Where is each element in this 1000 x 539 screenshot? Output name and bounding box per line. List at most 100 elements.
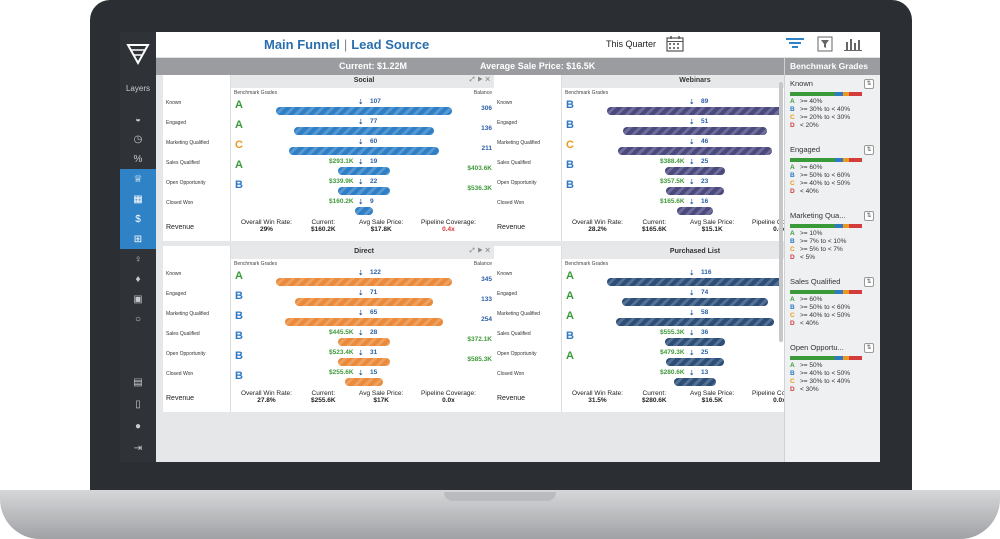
sort-icon[interactable]: ⇅	[864, 145, 874, 155]
benchmark-row-grade: D	[790, 254, 795, 261]
footer-metric-value: 28.2%	[588, 226, 607, 233]
funnel-bar[interactable]	[337, 338, 391, 346]
funnel-bar[interactable]	[284, 318, 444, 326]
funnel-bar[interactable]	[673, 378, 717, 386]
stage-value: $339.9K	[329, 178, 354, 185]
stage-value: $293.1K	[329, 158, 354, 165]
bulb-icon[interactable]: ♀	[134, 253, 142, 265]
funnel-bar[interactable]	[344, 378, 384, 386]
scale-segment	[835, 356, 843, 360]
calculator-icon[interactable]: ▦	[120, 189, 156, 209]
funnel-bar[interactable]	[295, 298, 433, 306]
sort-icon[interactable]: ⇅	[864, 277, 874, 287]
panel-title-text[interactable]: Social	[353, 77, 375, 84]
flow-arrow-icon: ⇣	[358, 139, 364, 146]
funnel-bar[interactable]	[607, 278, 783, 286]
panel-actions[interactable]: ⤢▶✕	[469, 248, 493, 254]
flow-arrow-icon: ⇣	[689, 370, 695, 377]
map-icon[interactable]: ▤	[133, 376, 143, 388]
benchmark-grade: A	[566, 350, 574, 362]
funnel-bar[interactable]	[355, 207, 373, 215]
funnel-view-icon[interactable]	[786, 36, 804, 52]
scale-segment	[790, 224, 835, 228]
filter-icon[interactable]	[816, 36, 834, 52]
scale-segment	[835, 290, 843, 294]
funnel-bar[interactable]	[337, 187, 391, 195]
benchmark-grade: B	[566, 99, 574, 111]
document-icon[interactable]: ▯	[135, 398, 141, 410]
row-label: Marketing Qualified	[497, 311, 541, 317]
row-label: Engaged	[497, 291, 518, 297]
user-icon[interactable]: ●	[134, 420, 142, 432]
revenue-label: Revenue	[497, 395, 526, 402]
sort-icon[interactable]: ⇅	[864, 343, 874, 353]
funnel-bar[interactable]	[289, 147, 439, 155]
row-label: Closed Won	[497, 371, 525, 377]
funnel-bar[interactable]	[677, 207, 713, 215]
calendar-small-icon[interactable]: ▣	[133, 293, 143, 305]
col-grade-header: Benchmark Grades	[234, 90, 278, 96]
title-funnel[interactable]: Main Funnel	[264, 37, 340, 52]
benchmark-row-grade: A	[790, 362, 795, 369]
top-header: Main Funnel | Lead Source This Quarter	[156, 32, 880, 58]
stage-balance: 211	[481, 145, 493, 152]
flow-arrow-icon: ⇣	[689, 119, 695, 126]
benchmark-grade: C	[235, 139, 243, 151]
flow-count: 16	[701, 198, 709, 205]
flow-arrow-icon: ⇣	[689, 330, 695, 337]
flow-arrow-icon: ⇣	[358, 99, 364, 106]
funnel-bar[interactable]	[276, 278, 452, 286]
benchmark-scale	[790, 290, 862, 294]
benchmark-row: A >= 40%	[790, 98, 878, 106]
footer-metric-value: $17.8K	[370, 226, 392, 233]
dollar-icon[interactable]: $	[120, 209, 156, 229]
drop-icon[interactable]: ◒	[134, 113, 142, 125]
benchmark-row-range: >= 60%	[800, 164, 823, 171]
logout-icon[interactable]: ⇥	[133, 442, 143, 454]
funnel-panel: Known Engaged Marketing Qualified Sales Qua…	[494, 75, 828, 241]
footer-metric-label: Pipeline Coverage:	[752, 390, 807, 397]
benchmark-group: Open Opportu... ⇅ A >= 50% B >= 40% to < 50% C…	[790, 343, 878, 394]
panel-title-text[interactable]: Webinars	[679, 77, 711, 84]
funnel-bar[interactable]	[665, 338, 725, 346]
clock-icon[interactable]: ◷	[133, 133, 143, 145]
sort-icon[interactable]: ⇅	[864, 79, 874, 89]
panel-title-text[interactable]: Direct	[354, 248, 374, 255]
scrollbar[interactable]	[779, 82, 783, 342]
funnel-bar[interactable]	[615, 318, 775, 326]
funnel-bar[interactable]	[622, 127, 768, 135]
percent-icon[interactable]: %	[133, 153, 143, 165]
calendar-icon[interactable]	[666, 35, 684, 52]
benchmark-grade: A	[235, 99, 243, 111]
app-logo-icon[interactable]	[126, 42, 150, 66]
funnel-bar[interactable]	[276, 107, 452, 115]
award-icon[interactable]: ♕	[120, 169, 156, 189]
network-icon[interactable]: ⊞	[120, 229, 156, 249]
benchmark-row: A >= 60%	[790, 296, 878, 304]
funnel-bar[interactable]	[621, 298, 769, 306]
funnel-bar[interactable]	[665, 358, 725, 366]
fire-icon[interactable]: ♦	[135, 273, 141, 285]
funnel-bar[interactable]	[607, 107, 783, 115]
flow-arrow-icon: ⇣	[358, 350, 364, 357]
panel-title-text[interactable]: Purchased List	[669, 248, 721, 255]
funnel-bar[interactable]	[337, 167, 391, 175]
funnel-bar[interactable]	[293, 127, 435, 135]
period-selector[interactable]: This Quarter	[606, 39, 657, 49]
sort-icon[interactable]: ⇅	[864, 211, 874, 221]
funnel-bar[interactable]	[617, 147, 773, 155]
panel-actions[interactable]: ⤢▶✕	[469, 77, 493, 83]
flow-count: 71	[370, 289, 378, 296]
bar-chart-icon[interactable]	[844, 36, 862, 52]
flow-arrow-icon: ⇣	[689, 159, 695, 166]
funnel-bar[interactable]	[665, 187, 725, 195]
scale-segment	[849, 158, 862, 162]
funnel-bar[interactable]	[665, 167, 725, 175]
footer-metric: Current: $255.6K	[311, 390, 336, 404]
circle-icon[interactable]: ○	[134, 313, 142, 325]
title-lead-source[interactable]: Lead Source	[351, 37, 430, 52]
footer-metric-value: $17K	[373, 397, 389, 404]
flow-count: 31	[370, 349, 378, 356]
funnel-bar[interactable]	[337, 358, 391, 366]
summary-avg-price: Average Sale Price: $16.5K	[480, 61, 596, 71]
